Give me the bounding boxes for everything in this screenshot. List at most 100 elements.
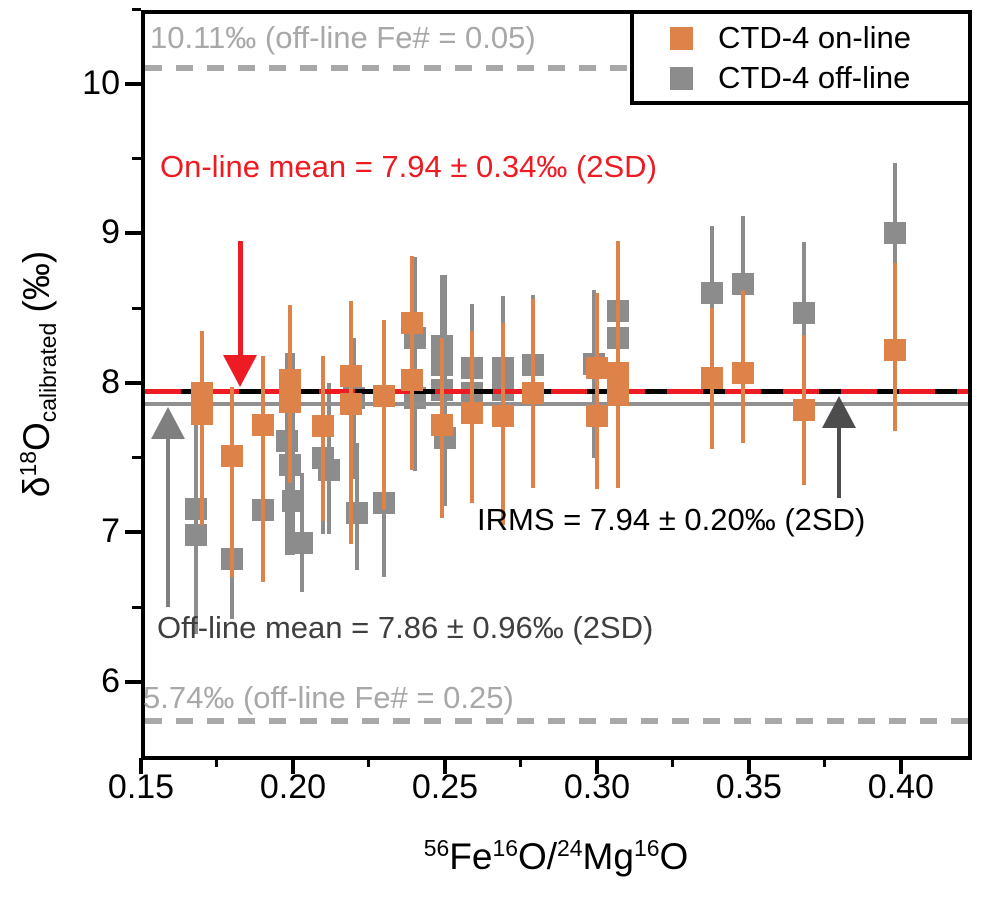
x-minor-tick — [671, 758, 675, 767]
y-tick-label: 9 — [101, 213, 120, 252]
axis-title-segment: 16 — [633, 835, 660, 862]
y-minor-tick — [132, 306, 141, 310]
offline-data-point — [883, 222, 906, 245]
y-major-tick — [125, 530, 141, 535]
legend: CTD-4 on-line CTD-4 off-line — [630, 10, 972, 105]
offline-mean-line — [145, 401, 968, 406]
offline-error-bar — [284, 353, 289, 555]
online-mean-arrow — [223, 355, 258, 388]
online-data-point — [251, 413, 274, 436]
online-data-point — [701, 367, 724, 390]
axis-title-segment: Fe — [449, 836, 493, 877]
y-major-tick — [125, 231, 141, 236]
online-data-point — [400, 312, 423, 335]
offline-data-point — [792, 301, 815, 324]
y-tick-label: 8 — [101, 362, 120, 401]
online-series-swatch-icon — [670, 26, 693, 50]
x-minor-tick — [519, 758, 523, 767]
x-tick-label: 0.40 — [867, 768, 934, 806]
online-data-point — [278, 368, 301, 391]
x-minor-tick — [823, 758, 827, 767]
offline-error-bar — [290, 353, 295, 555]
top-ref-line — [145, 64, 968, 71]
x-major-tick — [746, 758, 751, 774]
online-data-point — [731, 361, 754, 384]
y-major-tick — [125, 380, 141, 385]
irms-arrow — [821, 396, 856, 429]
axis-title-segment: 16 — [492, 835, 518, 862]
online-data-point — [221, 445, 244, 468]
online-data-point — [883, 339, 906, 362]
x-major-tick — [442, 758, 447, 774]
online-data-point — [607, 383, 630, 406]
irms-arrow-shaft — [836, 428, 841, 499]
online-data-point — [585, 357, 608, 380]
online-data-point — [461, 401, 484, 424]
legend-label-online: CTD-4 on-line — [718, 20, 911, 55]
offline-error-bar — [892, 163, 897, 361]
online-mean-label: On-line mean = 7.94 ± 0.34‰ (2SD) — [160, 149, 657, 184]
bottom-ref-label: 5.74‰ (off-line Fe# = 0.25) — [143, 680, 514, 715]
top-ref-label: 10.11‰ (off-line Fe# = 0.05) — [150, 20, 536, 55]
axis-title-segment: O/ — [517, 836, 558, 877]
online-mean-line — [145, 389, 968, 395]
online-data-point — [792, 398, 815, 421]
y-major-tick — [125, 679, 141, 684]
y-axis-title: δ18Ocalibrated (‰) — [15, 250, 61, 498]
y-minor-tick — [132, 7, 141, 11]
y-minor-tick — [132, 605, 141, 609]
offline-data-point — [275, 430, 298, 453]
irms-label: IRMS = 7.94 ± 0.20‰ (2SD) — [477, 502, 866, 537]
online-data-point — [339, 392, 362, 415]
online-error-bar — [199, 330, 204, 525]
online-error-bar — [382, 320, 387, 511]
online-error-bar — [321, 356, 326, 521]
online-error-bar — [409, 255, 414, 470]
x-minor-tick — [215, 758, 219, 767]
axis-title-segment: calibrated — [34, 322, 61, 423]
online-data-point — [190, 382, 213, 405]
x-tick-label: 0.15 — [107, 768, 175, 806]
offline-data-point — [291, 531, 314, 554]
online-data-point — [400, 368, 423, 391]
offline-mean-label: Off-line mean = 7.86 ± 0.96‰ (2SD) — [157, 610, 654, 645]
offline-data-point — [184, 524, 207, 547]
axis-title-segment: O — [16, 422, 57, 452]
online-data-point — [373, 385, 396, 408]
y-major-tick — [125, 81, 141, 86]
x-major-tick — [290, 758, 295, 774]
online-error-bar — [260, 356, 265, 582]
online-data-point — [312, 415, 335, 438]
online-data-point — [278, 391, 301, 414]
axis-title-segment: (‰) — [16, 250, 57, 323]
online-error-bar — [348, 300, 353, 545]
offline-data-point — [701, 282, 724, 305]
offline-series-swatch-icon — [670, 66, 693, 90]
online-data-point — [522, 382, 545, 405]
x-tick-label: 0.30 — [563, 768, 631, 806]
axis-title-segment: 24 — [557, 835, 583, 862]
x-minor-tick — [367, 758, 371, 767]
legend-label-offline: CTD-4 off-line — [718, 60, 911, 95]
online-data-point — [491, 404, 514, 427]
y-minor-tick — [132, 456, 141, 460]
x-tick-label: 0.25 — [411, 768, 479, 806]
y-tick-label: 6 — [101, 661, 120, 700]
online-data-point — [339, 364, 362, 387]
x-major-tick — [594, 758, 599, 774]
axis-title-segment: δ — [16, 476, 57, 498]
online-data-point — [430, 413, 453, 436]
y-tick-label: 10 — [82, 63, 120, 102]
x-tick-label: 0.35 — [715, 768, 782, 806]
x-major-tick — [139, 758, 143, 774]
offline-data-point — [281, 490, 304, 513]
offline-error-bar — [412, 257, 417, 472]
online-data-point — [190, 403, 213, 426]
legend-row-online: CTD-4 on-line — [634, 16, 968, 60]
axis-title-segment: 56 — [423, 835, 450, 862]
offline-data-point — [731, 273, 754, 296]
y-tick-label: 7 — [101, 512, 120, 551]
axis-title-segment: Mg — [582, 836, 634, 877]
